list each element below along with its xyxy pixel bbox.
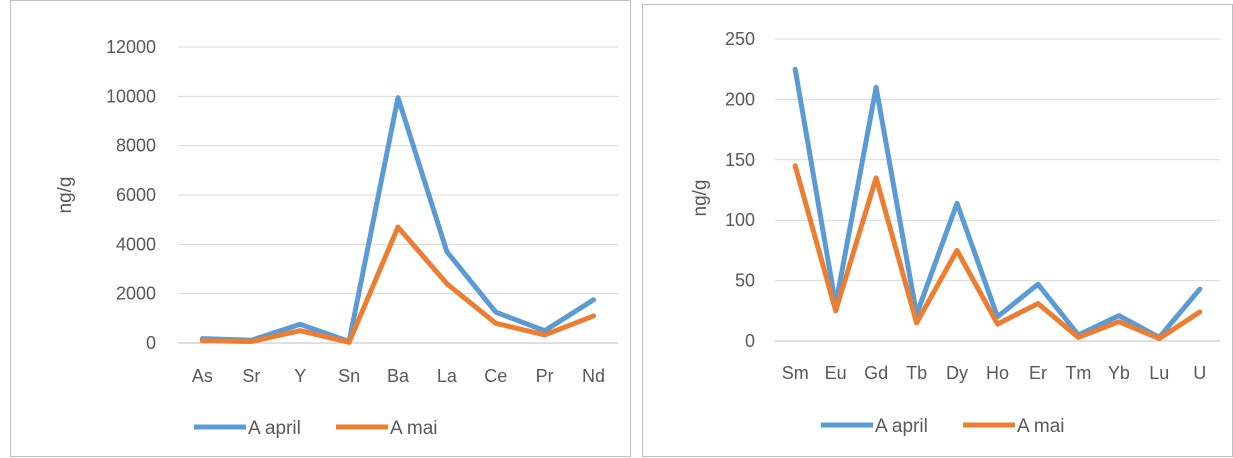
y-tick-label: 250 bbox=[725, 29, 755, 49]
y-tick-label: 2000 bbox=[116, 284, 156, 304]
y-tick-label: 150 bbox=[725, 150, 755, 170]
line-chart-left: 0 2000 4000 6000 8000 10000 12000 As Sr Y Sn Ba La Ce… bbox=[55, 37, 618, 439]
y-tick-label: 0 bbox=[146, 333, 156, 353]
x-tick-label: Y bbox=[294, 366, 306, 386]
x-tick-label: Tm bbox=[1065, 363, 1091, 383]
y-tick-label: 200 bbox=[725, 89, 755, 109]
legend-label: A mai bbox=[1017, 416, 1065, 437]
x-tick-label: Ho bbox=[986, 363, 1009, 383]
chart-panel-left: 0 2000 4000 6000 8000 10000 12000 As Sr Y Sn Ba La Ce… bbox=[10, 0, 631, 457]
y-tick-label: 12000 bbox=[106, 37, 156, 57]
x-tick-label: Ba bbox=[387, 366, 410, 386]
y-tick-label: 50 bbox=[735, 271, 755, 291]
y-tick-label: 100 bbox=[725, 210, 755, 230]
y-tick-label: 0 bbox=[745, 331, 755, 351]
x-tick-label: Eu bbox=[825, 363, 847, 383]
legend-label: A april bbox=[248, 418, 301, 439]
x-tick-label: Sm bbox=[782, 363, 809, 383]
y-tick-label: 4000 bbox=[116, 234, 156, 254]
series-line-a-april bbox=[792, 66, 1203, 340]
legend-label: A april bbox=[875, 416, 928, 437]
line-chart-right: 0 50 100 150 200 250 Sm Eu Gd Tb Dy Ho Er Tm Yb Lu Ung/g… bbox=[690, 29, 1220, 437]
x-tick-label: Gd bbox=[864, 363, 888, 383]
y-axis-title: ng/g bbox=[55, 177, 76, 214]
y-tick-label: 10000 bbox=[106, 86, 156, 106]
y-tick-label: 8000 bbox=[116, 136, 156, 156]
x-tick-label: Lu bbox=[1149, 363, 1169, 383]
x-tick-label: Er bbox=[1029, 363, 1047, 383]
x-tick-label: As bbox=[192, 366, 213, 386]
x-tick-label: Sn bbox=[338, 366, 360, 386]
y-axis-title: ng/g bbox=[690, 180, 711, 217]
legend-label: A mai bbox=[390, 418, 438, 439]
x-tick-label: Tb bbox=[906, 363, 927, 383]
x-tick-label: Dy bbox=[946, 363, 968, 383]
series-line-a-mai bbox=[792, 163, 1203, 342]
x-tick-label: La bbox=[437, 366, 458, 386]
x-tick-label: Pr bbox=[536, 366, 554, 386]
x-tick-label: Yb bbox=[1108, 363, 1130, 383]
y-tick-label: 6000 bbox=[116, 185, 156, 205]
x-tick-label: Ce bbox=[484, 366, 507, 386]
x-tick-label: U bbox=[1193, 363, 1206, 383]
x-tick-label: Sr bbox=[242, 366, 260, 386]
series-line-a-mai bbox=[199, 224, 597, 345]
x-tick-label: Nd bbox=[582, 366, 605, 386]
series-line-a-april bbox=[199, 95, 597, 344]
